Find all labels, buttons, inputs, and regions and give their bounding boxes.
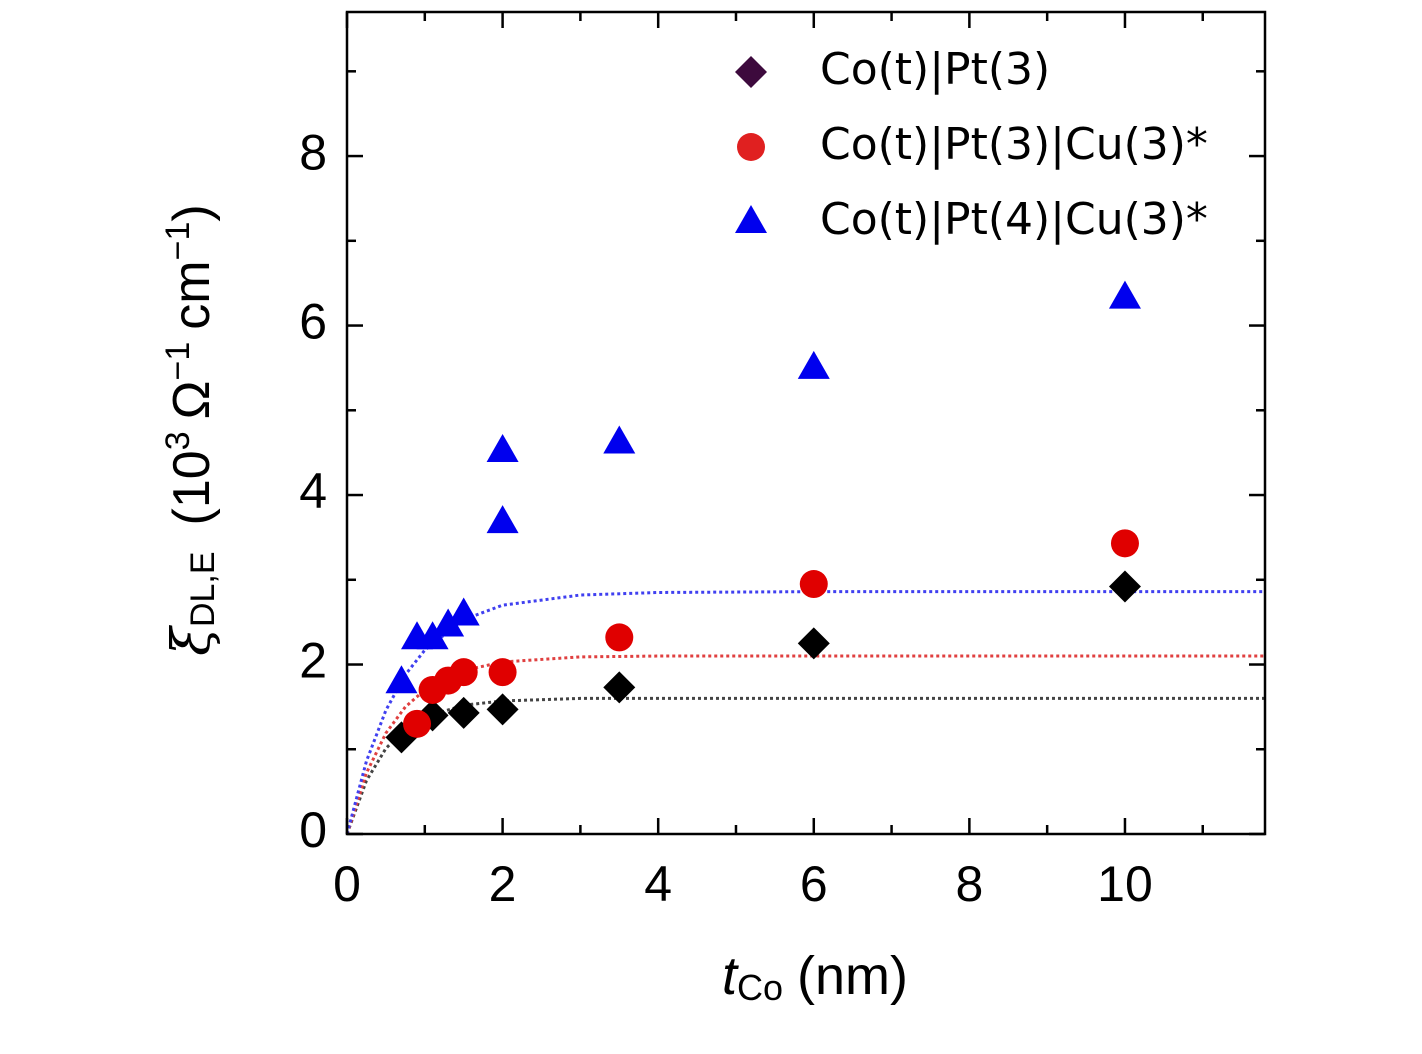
- data-point: [447, 597, 480, 626]
- y-tick-label: 4: [299, 463, 327, 519]
- data-point: [603, 425, 636, 454]
- data-point: [1110, 529, 1139, 558]
- data-point: [449, 658, 478, 687]
- x-tick-label: 8: [955, 856, 983, 912]
- y-label-sup: 3: [159, 431, 197, 450]
- x-axis-label: tCo (nm): [722, 946, 908, 1008]
- legend-label: Co(t)|Pt(3): [820, 44, 1050, 95]
- y-tick-label: 6: [299, 294, 327, 350]
- x-tick-label: 10: [1097, 856, 1153, 912]
- fit-curve: [345, 590, 1265, 835]
- data-point: [1108, 570, 1141, 603]
- y-axis-label: ξDL,E(103Ω−1cm−1): [159, 204, 222, 655]
- data-point: [486, 505, 519, 534]
- data-point: [385, 665, 418, 694]
- legend-marker: [735, 56, 767, 88]
- y-label-unit: Ω: [163, 381, 221, 420]
- data-point: [447, 696, 480, 729]
- data-point: [603, 671, 636, 704]
- data-point: [799, 570, 828, 599]
- x-tick-label: 2: [489, 856, 517, 912]
- fit-curve: [345, 696, 1265, 835]
- fit-curve: [345, 654, 1265, 835]
- x-tick-label: 4: [644, 856, 672, 912]
- data-point: [416, 621, 449, 650]
- data-point: [605, 623, 634, 652]
- y-tick-label: 0: [299, 802, 327, 858]
- data-point: [797, 627, 830, 660]
- y-tick-label: 8: [299, 124, 327, 180]
- legend-label: Co(t)|Pt(4)|Cu(3)*: [820, 194, 1208, 245]
- y-label-unit: (10: [163, 450, 221, 525]
- plot-frame: [345, 10, 1267, 836]
- y-label-sup: −1: [159, 222, 197, 261]
- data-point: [488, 658, 517, 687]
- data-point: [403, 709, 432, 738]
- y-label-subscript: DL,E: [184, 551, 222, 627]
- x-label-unit: (nm): [797, 946, 908, 1006]
- legend-marker: [735, 205, 767, 233]
- x-tick-label: 0: [333, 856, 361, 912]
- data-point: [486, 693, 519, 726]
- y-label-symbol: ξ: [162, 625, 222, 656]
- data-point: [486, 433, 519, 462]
- y-label-unit: cm: [163, 260, 221, 329]
- data-point: [1108, 280, 1141, 309]
- x-label-symbol: t: [722, 946, 739, 1006]
- y-label-sup: −1: [159, 342, 197, 381]
- x-tick-label: 6: [800, 856, 828, 912]
- y-tick-label: 2: [299, 633, 327, 689]
- y-label-unit: ): [163, 204, 221, 221]
- legend-label: Co(t)|Pt(3)|Cu(3)*: [820, 119, 1208, 170]
- x-label-subscript: Co: [737, 967, 783, 1008]
- legend-marker: [737, 133, 765, 161]
- data-point: [432, 608, 465, 637]
- data-point: [797, 350, 830, 379]
